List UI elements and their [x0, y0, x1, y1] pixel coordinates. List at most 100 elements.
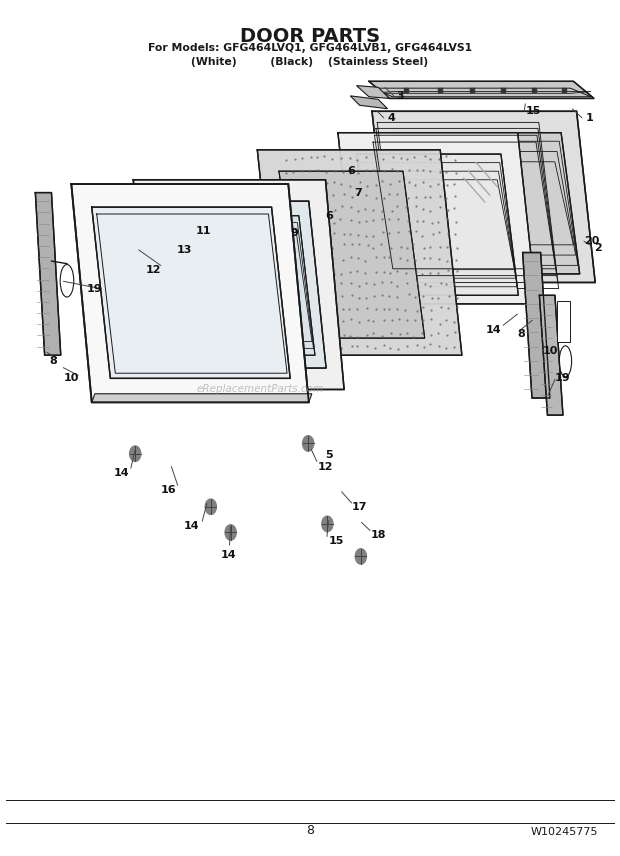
Point — [379, 313, 389, 327]
Point — [346, 276, 356, 289]
Point — [306, 150, 316, 163]
Point — [384, 226, 394, 240]
Point — [368, 203, 378, 217]
Point — [451, 253, 461, 267]
Point — [290, 325, 300, 339]
Point — [384, 212, 394, 226]
Text: 12: 12 — [317, 461, 333, 472]
Point — [352, 152, 362, 166]
Polygon shape — [369, 81, 594, 98]
Point — [353, 166, 363, 180]
Point — [303, 330, 312, 343]
Text: 10: 10 — [64, 373, 79, 383]
Point — [396, 152, 405, 165]
Point — [281, 166, 291, 180]
Point — [312, 275, 322, 288]
Point — [418, 341, 428, 354]
Point — [392, 302, 402, 316]
Point — [320, 188, 330, 202]
Point — [312, 329, 322, 342]
Point — [441, 328, 451, 342]
Point — [319, 150, 329, 163]
Point — [370, 276, 379, 290]
Point — [384, 289, 394, 303]
Point — [298, 152, 308, 165]
Point — [321, 165, 331, 179]
Text: 16: 16 — [161, 484, 177, 495]
Point — [320, 304, 330, 318]
Point — [329, 188, 339, 202]
Point — [402, 241, 412, 255]
Point — [417, 267, 427, 281]
Point — [304, 267, 314, 281]
Point — [336, 267, 346, 281]
Point — [426, 312, 436, 326]
Text: eReplacementParts.com: eReplacementParts.com — [197, 384, 324, 395]
Point — [339, 237, 348, 251]
Point — [393, 225, 403, 239]
Point — [387, 162, 397, 175]
Circle shape — [130, 446, 141, 461]
Point — [345, 312, 355, 326]
Point — [450, 315, 459, 329]
Point — [436, 276, 446, 289]
Point — [361, 188, 371, 202]
Point — [286, 275, 296, 288]
Point — [396, 240, 405, 253]
Text: W10245775: W10245775 — [531, 827, 598, 837]
Point — [327, 241, 337, 255]
Point — [388, 150, 397, 163]
Point — [298, 304, 308, 318]
Circle shape — [303, 436, 314, 451]
Point — [376, 237, 386, 251]
Text: 7: 7 — [355, 187, 362, 198]
Text: 8: 8 — [306, 824, 314, 837]
Point — [427, 329, 436, 342]
Point — [386, 275, 396, 288]
Point — [427, 291, 437, 305]
Point — [425, 251, 435, 265]
Point — [278, 300, 288, 314]
Point — [288, 165, 298, 179]
Point — [345, 330, 355, 343]
Point — [453, 300, 463, 314]
Point — [369, 288, 379, 302]
Point — [368, 213, 378, 227]
Point — [298, 267, 308, 281]
Point — [371, 302, 381, 316]
Point — [425, 179, 435, 193]
Point — [395, 252, 405, 265]
Point — [368, 163, 378, 176]
Point — [339, 314, 348, 328]
Point — [360, 266, 370, 280]
Text: 10: 10 — [542, 346, 558, 356]
Text: 5: 5 — [326, 450, 333, 461]
Point — [345, 179, 355, 193]
Polygon shape — [133, 180, 344, 389]
Point — [402, 312, 412, 326]
Point — [361, 339, 371, 353]
Point — [353, 228, 363, 241]
Point — [392, 290, 402, 304]
Point — [441, 276, 451, 290]
Point — [425, 241, 435, 254]
Point — [304, 302, 314, 316]
Point — [384, 251, 394, 265]
Point — [452, 291, 462, 305]
Polygon shape — [394, 133, 580, 274]
Point — [392, 279, 402, 293]
Point — [450, 153, 460, 167]
Point — [321, 339, 330, 353]
Point — [290, 225, 300, 239]
Point — [361, 291, 371, 305]
Text: 8: 8 — [518, 329, 525, 339]
Point — [311, 340, 321, 354]
Point — [311, 189, 321, 203]
Point — [339, 228, 348, 241]
Point — [443, 264, 453, 277]
Point — [410, 313, 420, 327]
Point — [371, 250, 381, 264]
Point — [330, 203, 340, 217]
Point — [312, 151, 322, 164]
Point — [361, 229, 371, 242]
